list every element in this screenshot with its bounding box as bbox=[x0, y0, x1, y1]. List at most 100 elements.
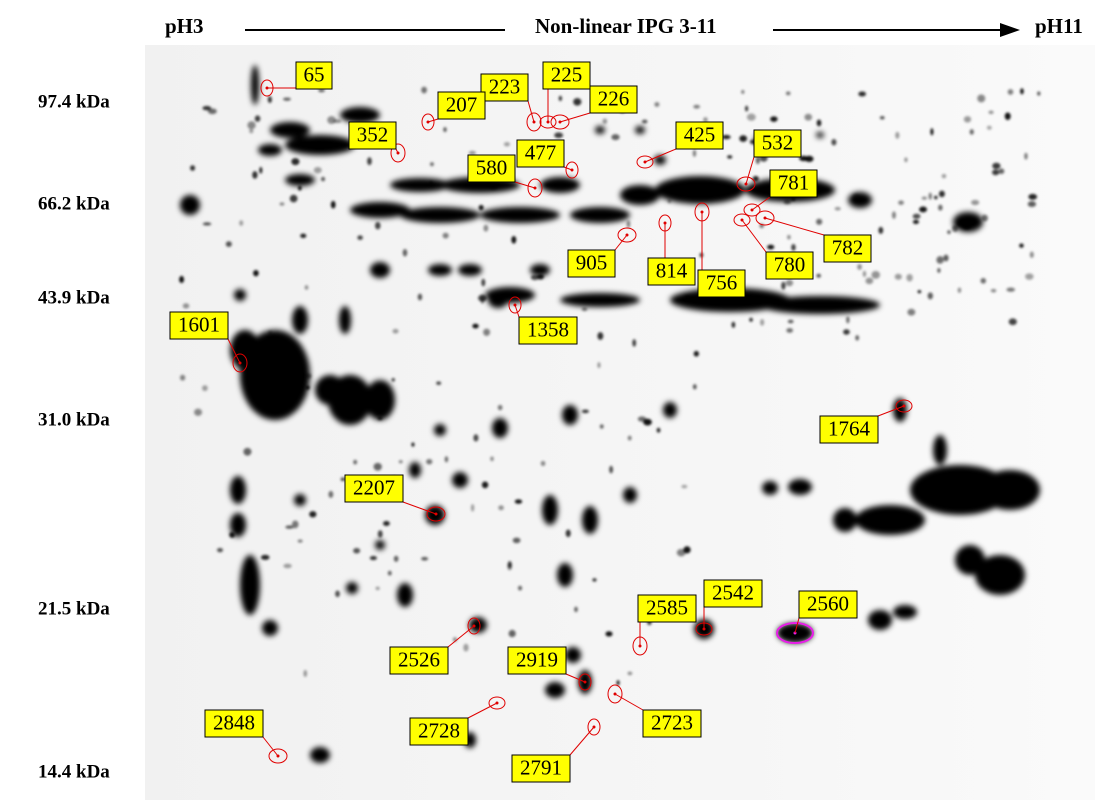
gel-spot bbox=[285, 174, 315, 186]
gel-spot bbox=[397, 583, 413, 607]
gel-dot bbox=[892, 211, 896, 218]
spot-label: 2526 bbox=[398, 647, 440, 671]
gel-dot bbox=[335, 591, 340, 598]
gel-dot bbox=[498, 405, 503, 410]
gel-spot bbox=[565, 647, 581, 663]
gel-spot bbox=[816, 132, 824, 138]
gel-dot bbox=[1028, 201, 1036, 207]
gel-spot bbox=[562, 405, 578, 425]
gel-dot bbox=[305, 285, 309, 290]
gel-dot bbox=[300, 234, 306, 238]
gel-dot bbox=[791, 198, 796, 201]
gel-dot bbox=[1020, 88, 1024, 94]
gel-dot bbox=[760, 319, 764, 326]
gel-spot bbox=[620, 185, 660, 205]
spot-label: 477 bbox=[525, 140, 557, 164]
gel-dot bbox=[817, 120, 822, 127]
gel-dot bbox=[817, 274, 821, 278]
gel-dot bbox=[628, 672, 633, 676]
gel-dot bbox=[727, 155, 732, 158]
gel-dot bbox=[858, 91, 866, 96]
gel-spot bbox=[542, 495, 558, 525]
spot-label: 2207 bbox=[353, 475, 395, 499]
gel-dot bbox=[770, 116, 777, 121]
ipg-label: Non-linear IPG 3-11 bbox=[535, 14, 717, 38]
gel-dot bbox=[919, 207, 927, 213]
gel-dot bbox=[878, 227, 883, 234]
gel-dot bbox=[781, 282, 785, 290]
gel-dot bbox=[252, 171, 257, 179]
gel-dot bbox=[992, 169, 999, 175]
gel-dot bbox=[183, 303, 190, 308]
spot-label: 532 bbox=[762, 130, 794, 154]
gel-spot bbox=[955, 545, 985, 575]
gel-dot bbox=[1025, 273, 1033, 279]
gel-dot bbox=[430, 162, 434, 166]
gel-spot bbox=[595, 126, 605, 134]
gel-dot bbox=[283, 98, 291, 101]
gel-dot bbox=[304, 670, 307, 677]
gel-dot bbox=[741, 90, 744, 94]
spot-label: 225 bbox=[551, 62, 583, 86]
spot-label: 780 bbox=[774, 252, 806, 276]
gel-dot bbox=[611, 134, 619, 140]
gel-dot bbox=[367, 157, 372, 165]
gel-spot bbox=[339, 306, 351, 334]
gel-spot bbox=[635, 126, 645, 134]
gel-spot bbox=[400, 207, 480, 223]
gel-dot bbox=[483, 225, 488, 232]
gel-dot bbox=[383, 521, 390, 526]
gel-dot bbox=[445, 456, 448, 462]
gel-dot bbox=[971, 200, 979, 205]
gel-dot bbox=[628, 436, 632, 441]
gel-dot bbox=[378, 530, 383, 538]
gel-dot bbox=[217, 548, 223, 552]
gel-dot bbox=[853, 194, 860, 201]
gel-spot bbox=[762, 481, 778, 495]
gel-dot bbox=[208, 108, 217, 114]
gel-dot bbox=[865, 278, 873, 284]
gel-spot bbox=[230, 476, 246, 504]
gel-spot bbox=[480, 207, 560, 223]
gel-dot bbox=[253, 270, 259, 276]
gel-dot bbox=[582, 307, 588, 311]
gel-dot bbox=[376, 587, 380, 590]
gel-dot bbox=[328, 491, 333, 498]
gel-dot bbox=[1019, 244, 1023, 248]
gel-dot bbox=[787, 235, 790, 239]
gel-dot bbox=[353, 460, 357, 465]
gel-dot bbox=[305, 373, 312, 379]
gel-dot bbox=[786, 280, 793, 286]
gel-dot bbox=[489, 184, 498, 189]
gel-dot bbox=[784, 200, 791, 205]
gel-dot bbox=[298, 185, 302, 190]
gel-dot bbox=[700, 253, 704, 258]
gel-dot bbox=[816, 219, 822, 225]
spot-label: 223 bbox=[489, 74, 521, 98]
gel-dot bbox=[436, 382, 441, 385]
gel-spot bbox=[570, 207, 630, 223]
gel-spot bbox=[230, 330, 260, 370]
gel-dot bbox=[285, 526, 293, 529]
gel-dot bbox=[291, 158, 299, 165]
gel-dot bbox=[987, 126, 992, 130]
gel-dot bbox=[394, 556, 399, 562]
gel-dot bbox=[1037, 91, 1040, 95]
gel-spot bbox=[434, 424, 446, 436]
gel-spot bbox=[294, 494, 306, 506]
gel-dot bbox=[898, 201, 904, 205]
gel-dot bbox=[654, 102, 659, 107]
gel-dot bbox=[609, 466, 613, 474]
gel-dot bbox=[316, 145, 323, 150]
gel-dot bbox=[388, 571, 392, 576]
gel-dot bbox=[683, 546, 690, 553]
gel-dot bbox=[605, 631, 612, 636]
spot-label: 2848 bbox=[213, 710, 255, 734]
ph-right: pH11 bbox=[1035, 14, 1083, 38]
gel-dot bbox=[350, 405, 355, 408]
gel-spot bbox=[855, 505, 925, 535]
gel-dot bbox=[426, 459, 432, 464]
gel-dot bbox=[992, 163, 1000, 169]
gel-dot bbox=[913, 220, 919, 224]
gel-spot bbox=[933, 435, 947, 465]
